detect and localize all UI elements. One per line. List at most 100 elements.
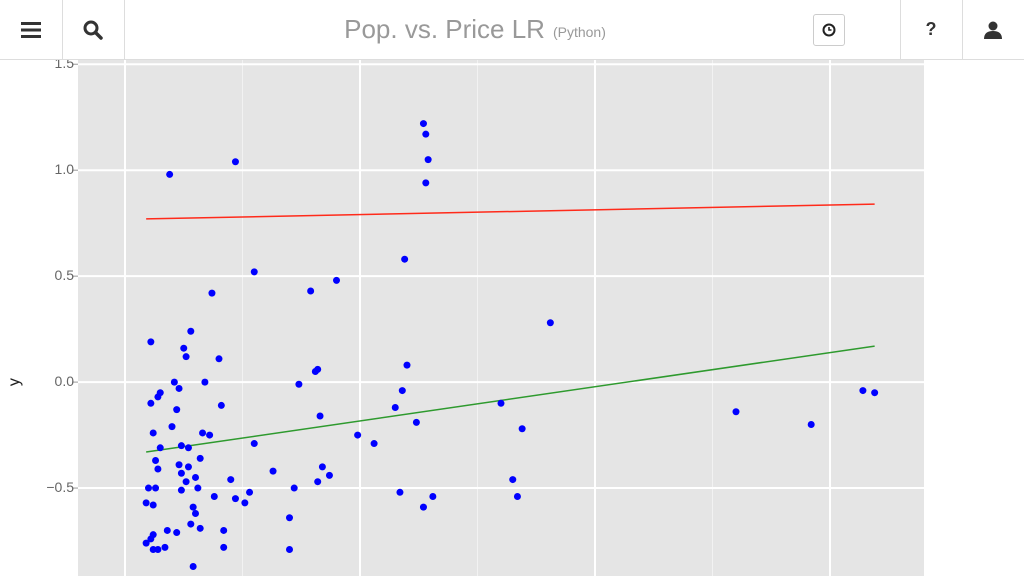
point — [422, 130, 430, 138]
point — [168, 423, 176, 431]
point — [166, 170, 174, 178]
point — [318, 463, 326, 471]
point — [246, 488, 254, 496]
point — [189, 503, 197, 511]
point — [206, 431, 214, 439]
point — [173, 406, 181, 414]
point — [215, 355, 223, 363]
point — [419, 503, 427, 511]
point — [391, 404, 399, 412]
point — [354, 431, 362, 439]
point — [422, 179, 430, 187]
point — [184, 463, 192, 471]
point — [194, 484, 202, 492]
point — [307, 287, 315, 295]
point — [732, 408, 740, 416]
point — [192, 509, 199, 517]
menu-button[interactable] — [0, 0, 62, 59]
point — [177, 486, 185, 494]
point — [142, 539, 150, 547]
point — [208, 289, 216, 297]
page-title: Pop. vs. Price LR — [344, 14, 545, 44]
point — [152, 457, 160, 465]
point — [325, 471, 333, 479]
point — [189, 562, 197, 570]
point — [295, 380, 303, 388]
point — [192, 473, 199, 481]
point — [333, 276, 340, 284]
point — [170, 378, 178, 386]
point — [227, 476, 235, 484]
point — [154, 465, 162, 473]
point — [142, 499, 150, 507]
point — [250, 440, 258, 448]
regression-line — [146, 203, 875, 220]
point — [859, 387, 867, 395]
point — [314, 478, 322, 486]
point — [187, 327, 195, 335]
point — [177, 442, 185, 450]
point — [152, 484, 160, 492]
point — [147, 399, 155, 407]
point — [184, 444, 192, 452]
point — [546, 319, 554, 327]
point — [286, 514, 293, 522]
point — [147, 338, 155, 346]
point — [424, 156, 432, 164]
y-tick-label: −0.5 — [46, 479, 74, 495]
point — [429, 493, 437, 501]
point — [396, 488, 404, 496]
point — [370, 440, 378, 448]
plot-background — [78, 60, 924, 576]
point — [513, 493, 521, 501]
user-icon — [984, 21, 1002, 39]
point — [182, 478, 190, 486]
separator — [124, 0, 125, 59]
point — [182, 353, 190, 361]
y-axis-label: y — [6, 378, 23, 386]
point — [173, 529, 181, 537]
point — [311, 368, 319, 376]
search-button[interactable] — [62, 0, 124, 59]
y-tick-label: 0.0 — [55, 373, 75, 389]
point — [196, 454, 204, 462]
point — [419, 120, 427, 128]
point — [231, 158, 239, 166]
point — [807, 420, 815, 428]
point — [290, 484, 298, 492]
point — [196, 524, 204, 532]
point — [201, 378, 209, 386]
point — [509, 476, 517, 484]
point — [231, 495, 239, 503]
history-button[interactable] — [813, 14, 845, 46]
point — [398, 387, 406, 395]
point — [149, 501, 157, 509]
point — [220, 526, 228, 534]
user-button[interactable] — [962, 0, 1024, 59]
point — [161, 543, 169, 551]
y-tick-label: 1.0 — [55, 161, 75, 177]
point — [145, 484, 152, 492]
help-button[interactable]: ? — [925, 19, 937, 39]
point — [187, 520, 195, 528]
point — [241, 499, 249, 507]
regression-line — [146, 345, 875, 453]
point — [199, 429, 207, 437]
point — [180, 344, 188, 352]
point — [286, 546, 293, 554]
point — [163, 526, 171, 534]
clock-icon — [822, 23, 836, 37]
point — [217, 401, 225, 409]
point — [154, 546, 162, 554]
point — [220, 543, 228, 551]
point — [250, 268, 258, 276]
point — [518, 425, 526, 433]
point — [401, 255, 409, 263]
point — [412, 418, 420, 426]
point — [149, 429, 157, 437]
separator — [962, 0, 963, 59]
page-subtitle: (Python) — [552, 24, 606, 40]
point — [147, 535, 155, 543]
menu-icon — [21, 21, 41, 38]
